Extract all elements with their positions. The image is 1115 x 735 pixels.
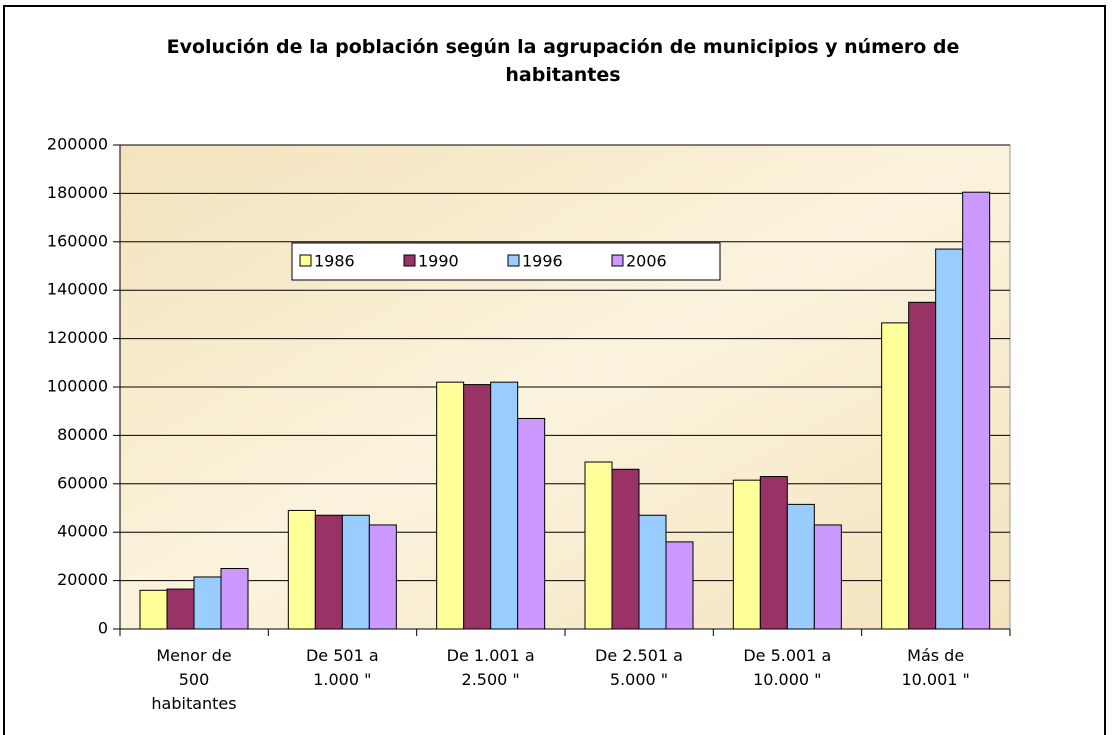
legend-label: 1986 <box>314 252 355 271</box>
bar <box>813 524 842 630</box>
bar <box>611 468 640 630</box>
legend-swatch <box>611 254 624 267</box>
legend-swatch <box>507 254 520 267</box>
bar <box>463 384 492 630</box>
bar <box>908 301 937 630</box>
y-tick-label: 20000 <box>57 570 108 589</box>
x-tick-label: De 501 a 1.000 " <box>305 646 379 689</box>
bar <box>490 381 519 630</box>
chart-title: Evolución de la población según la agrup… <box>166 36 960 86</box>
bar <box>287 509 316 630</box>
x-tick-label: Más de 10.001 " <box>901 646 970 689</box>
bar <box>193 576 222 630</box>
bar <box>935 248 964 630</box>
chart-frame <box>3 5 1106 735</box>
y-tick-label: 40000 <box>57 522 108 541</box>
y-tick-label: 200000 <box>47 135 108 154</box>
y-tick-label: 80000 <box>57 425 108 444</box>
bar <box>584 461 613 630</box>
bar <box>962 191 991 630</box>
y-tick-label: 120000 <box>47 328 108 347</box>
x-tick-label: De 5.001 a 10.000 " <box>743 646 832 689</box>
bar <box>517 417 546 630</box>
y-tick-label: 160000 <box>47 231 108 250</box>
bar <box>638 514 667 630</box>
bar <box>436 381 465 630</box>
bar <box>732 479 761 630</box>
x-tick-label: De 1.001 a 2.500 " <box>446 646 535 689</box>
bar <box>139 589 168 630</box>
bar <box>665 541 694 630</box>
legend-swatch <box>403 254 416 267</box>
y-tick-label: 100000 <box>47 377 108 396</box>
bar <box>368 524 397 630</box>
bar <box>166 588 195 630</box>
bar <box>220 568 249 630</box>
x-tick-label: De 2.501 a 5.000 " <box>595 646 683 689</box>
legend-label: 2006 <box>626 252 667 271</box>
legend-label: 1996 <box>522 252 563 271</box>
legend-swatch <box>299 254 312 267</box>
bar <box>314 514 343 630</box>
bar <box>341 514 370 630</box>
legend-label: 1990 <box>418 252 459 271</box>
y-tick-label: 60000 <box>57 473 108 492</box>
bar <box>786 503 815 630</box>
bar <box>881 322 910 630</box>
y-tick-label: 180000 <box>47 183 108 202</box>
y-tick-label: 140000 <box>47 280 108 299</box>
y-tick-label: 0 <box>98 619 108 638</box>
bar <box>759 476 788 630</box>
x-tick-label: Menor de 500 habitantes <box>151 646 237 713</box>
legend-box <box>291 242 721 281</box>
